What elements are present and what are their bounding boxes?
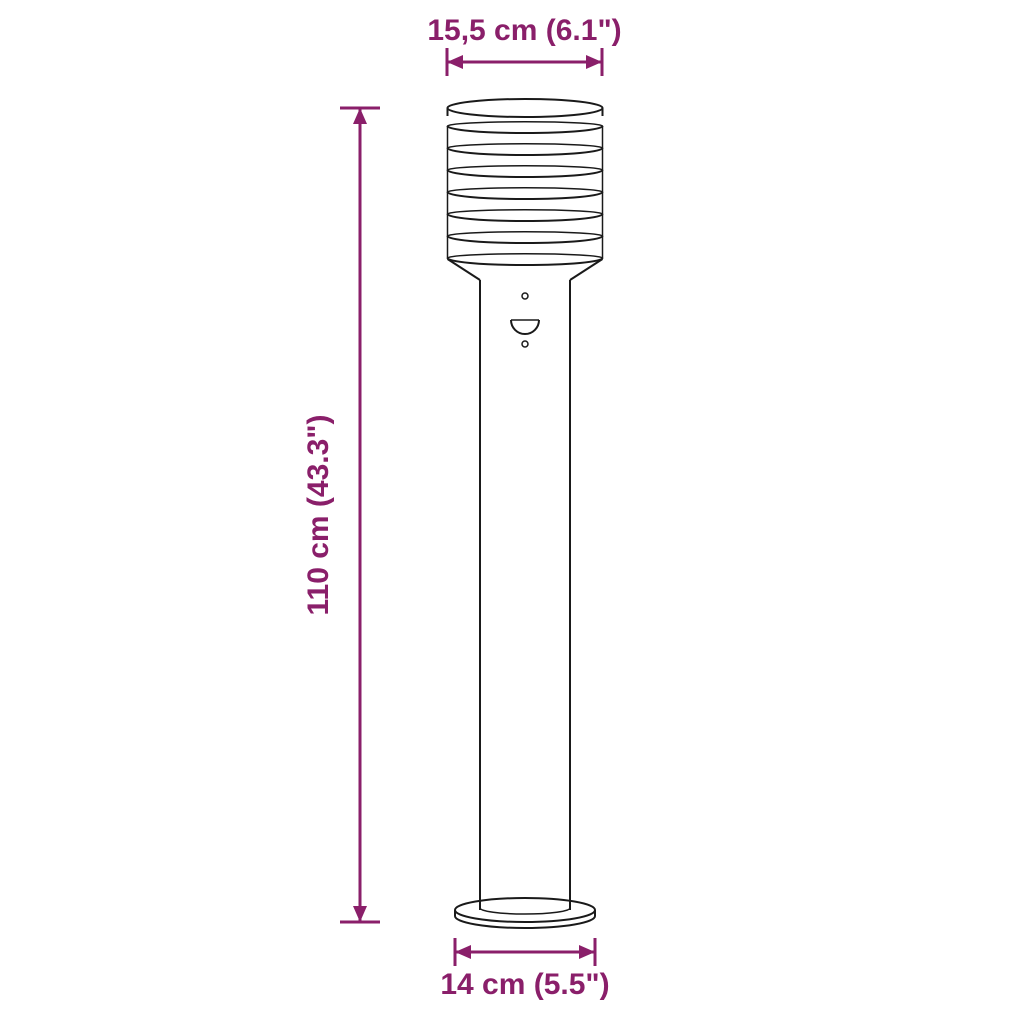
base-width-label: 14 cm (5.5") bbox=[440, 968, 609, 1001]
dimension-lines bbox=[340, 48, 602, 966]
height-label: 110 cm (43.3") bbox=[302, 414, 335, 615]
top-width-label: 15,5 cm (6.1") bbox=[427, 14, 621, 47]
dimension-diagram: :root{--accent:#8a1f6a;} 15,5 cm (6.1") … bbox=[0, 0, 1024, 1024]
lamp-illustration bbox=[448, 99, 603, 928]
